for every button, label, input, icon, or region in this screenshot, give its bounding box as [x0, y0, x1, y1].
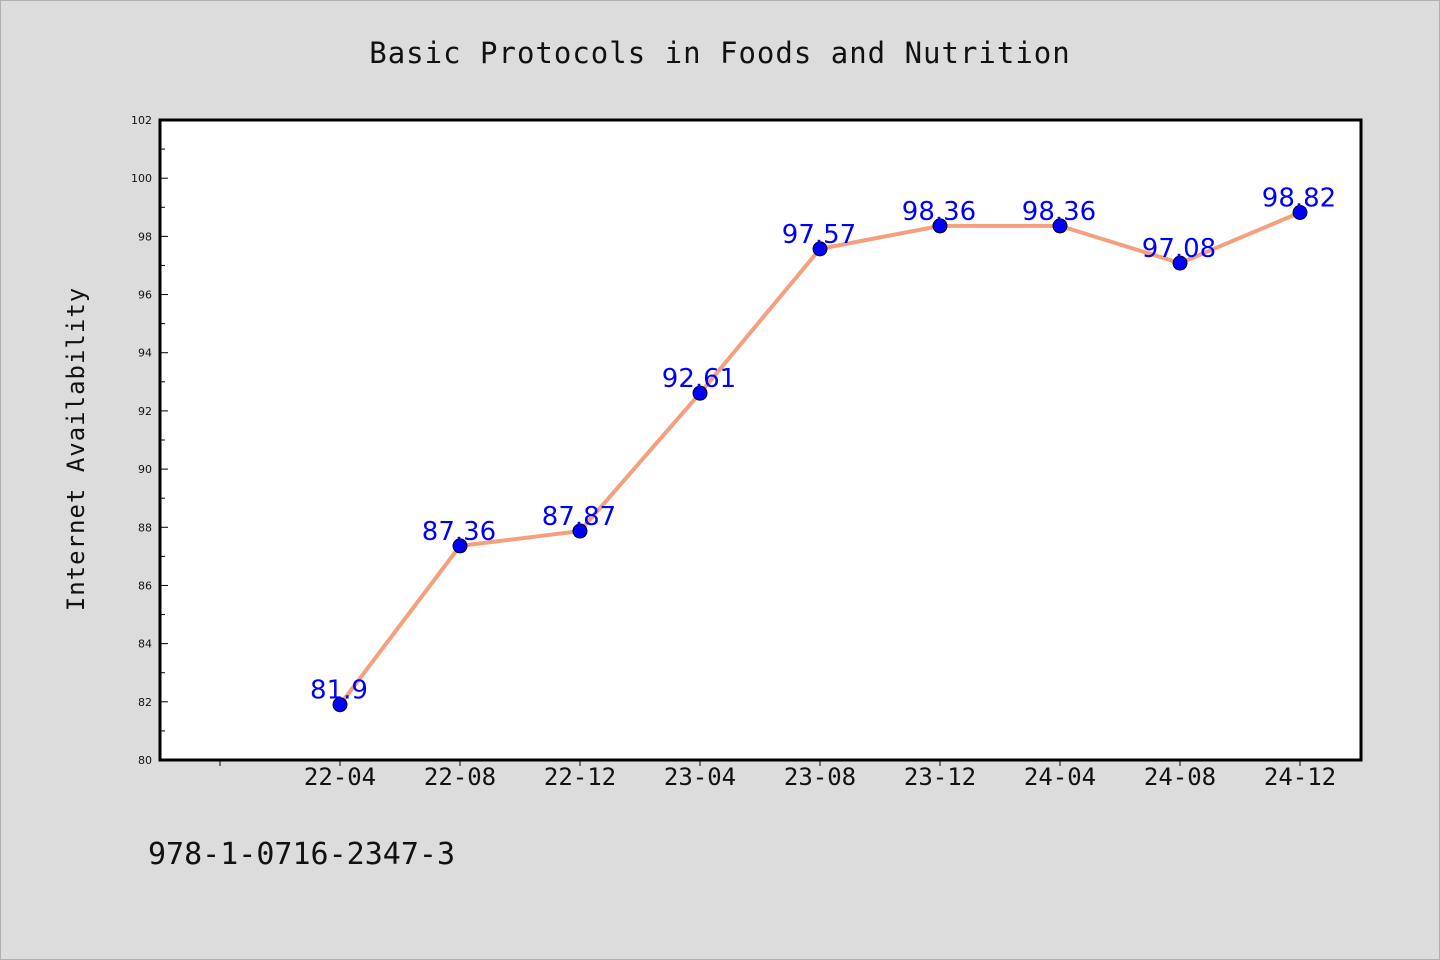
data-label: 87.36 [422, 517, 496, 547]
data-point [932, 218, 948, 234]
data-label: 97.57 [782, 220, 856, 250]
isbn-text: 978-1-0716-2347-3 [148, 837, 455, 872]
data-label: 98.82 [1262, 184, 1336, 214]
y-tick-label: 80 [138, 754, 152, 767]
data-point [1292, 205, 1308, 221]
x-tick-label: 22-12 [544, 763, 616, 791]
x-tick-label: 23-08 [784, 763, 856, 791]
y-axis-label: Internet Availability [62, 287, 90, 611]
y-tick-label: 96 [138, 289, 152, 302]
y-tick-label: 94 [138, 347, 152, 360]
data-point [1172, 255, 1188, 271]
x-tick-label: 24-08 [1144, 763, 1216, 791]
data-label: 97.08 [1142, 234, 1216, 264]
y-tick-label: 90 [138, 463, 152, 476]
data-point [1052, 218, 1068, 234]
y-tick-label: 88 [138, 521, 152, 534]
data-point [572, 523, 588, 539]
series-layer [332, 205, 1308, 713]
data-label: 98.36 [1022, 197, 1096, 227]
y-tick-label: 86 [138, 579, 152, 592]
x-tick-label: 22-04 [304, 763, 376, 791]
plot-area [160, 120, 1361, 760]
y-tick-label: 100 [131, 172, 152, 185]
chart-title: Basic Protocols in Foods and Nutrition [369, 36, 1070, 70]
x-tick-label: 24-12 [1264, 763, 1336, 791]
ticks-layer: 80 82 84 86 88 90 92 94 96 98 100 102 22-04 22-08 22-1… [131, 114, 1336, 791]
y-tick-label: 84 [138, 638, 152, 651]
data-point [332, 697, 348, 713]
y-tick-label: 82 [138, 696, 152, 709]
data-label-layer: 81.9 87.36 87.87 92.61 97.57 98.36 98.36 97.08 9… [310, 184, 1336, 706]
data-label: 98.36 [902, 197, 976, 227]
y-tick-label: 92 [138, 405, 152, 418]
data-label: 81.9 [310, 676, 368, 706]
x-tick-label: 24-04 [1024, 763, 1096, 791]
plot-border [158, 118, 1363, 762]
data-point [692, 385, 708, 401]
data-point [812, 241, 828, 257]
x-tick-label: 22-08 [424, 763, 496, 791]
y-tick-label: 98 [138, 230, 152, 243]
data-label: 87.87 [542, 502, 616, 532]
data-label: 92.61 [662, 364, 736, 394]
x-tick-label: 23-12 [904, 763, 976, 791]
data-point [452, 538, 468, 554]
x-tick-label: 23-04 [664, 763, 736, 791]
y-tick-label: 102 [131, 114, 152, 127]
